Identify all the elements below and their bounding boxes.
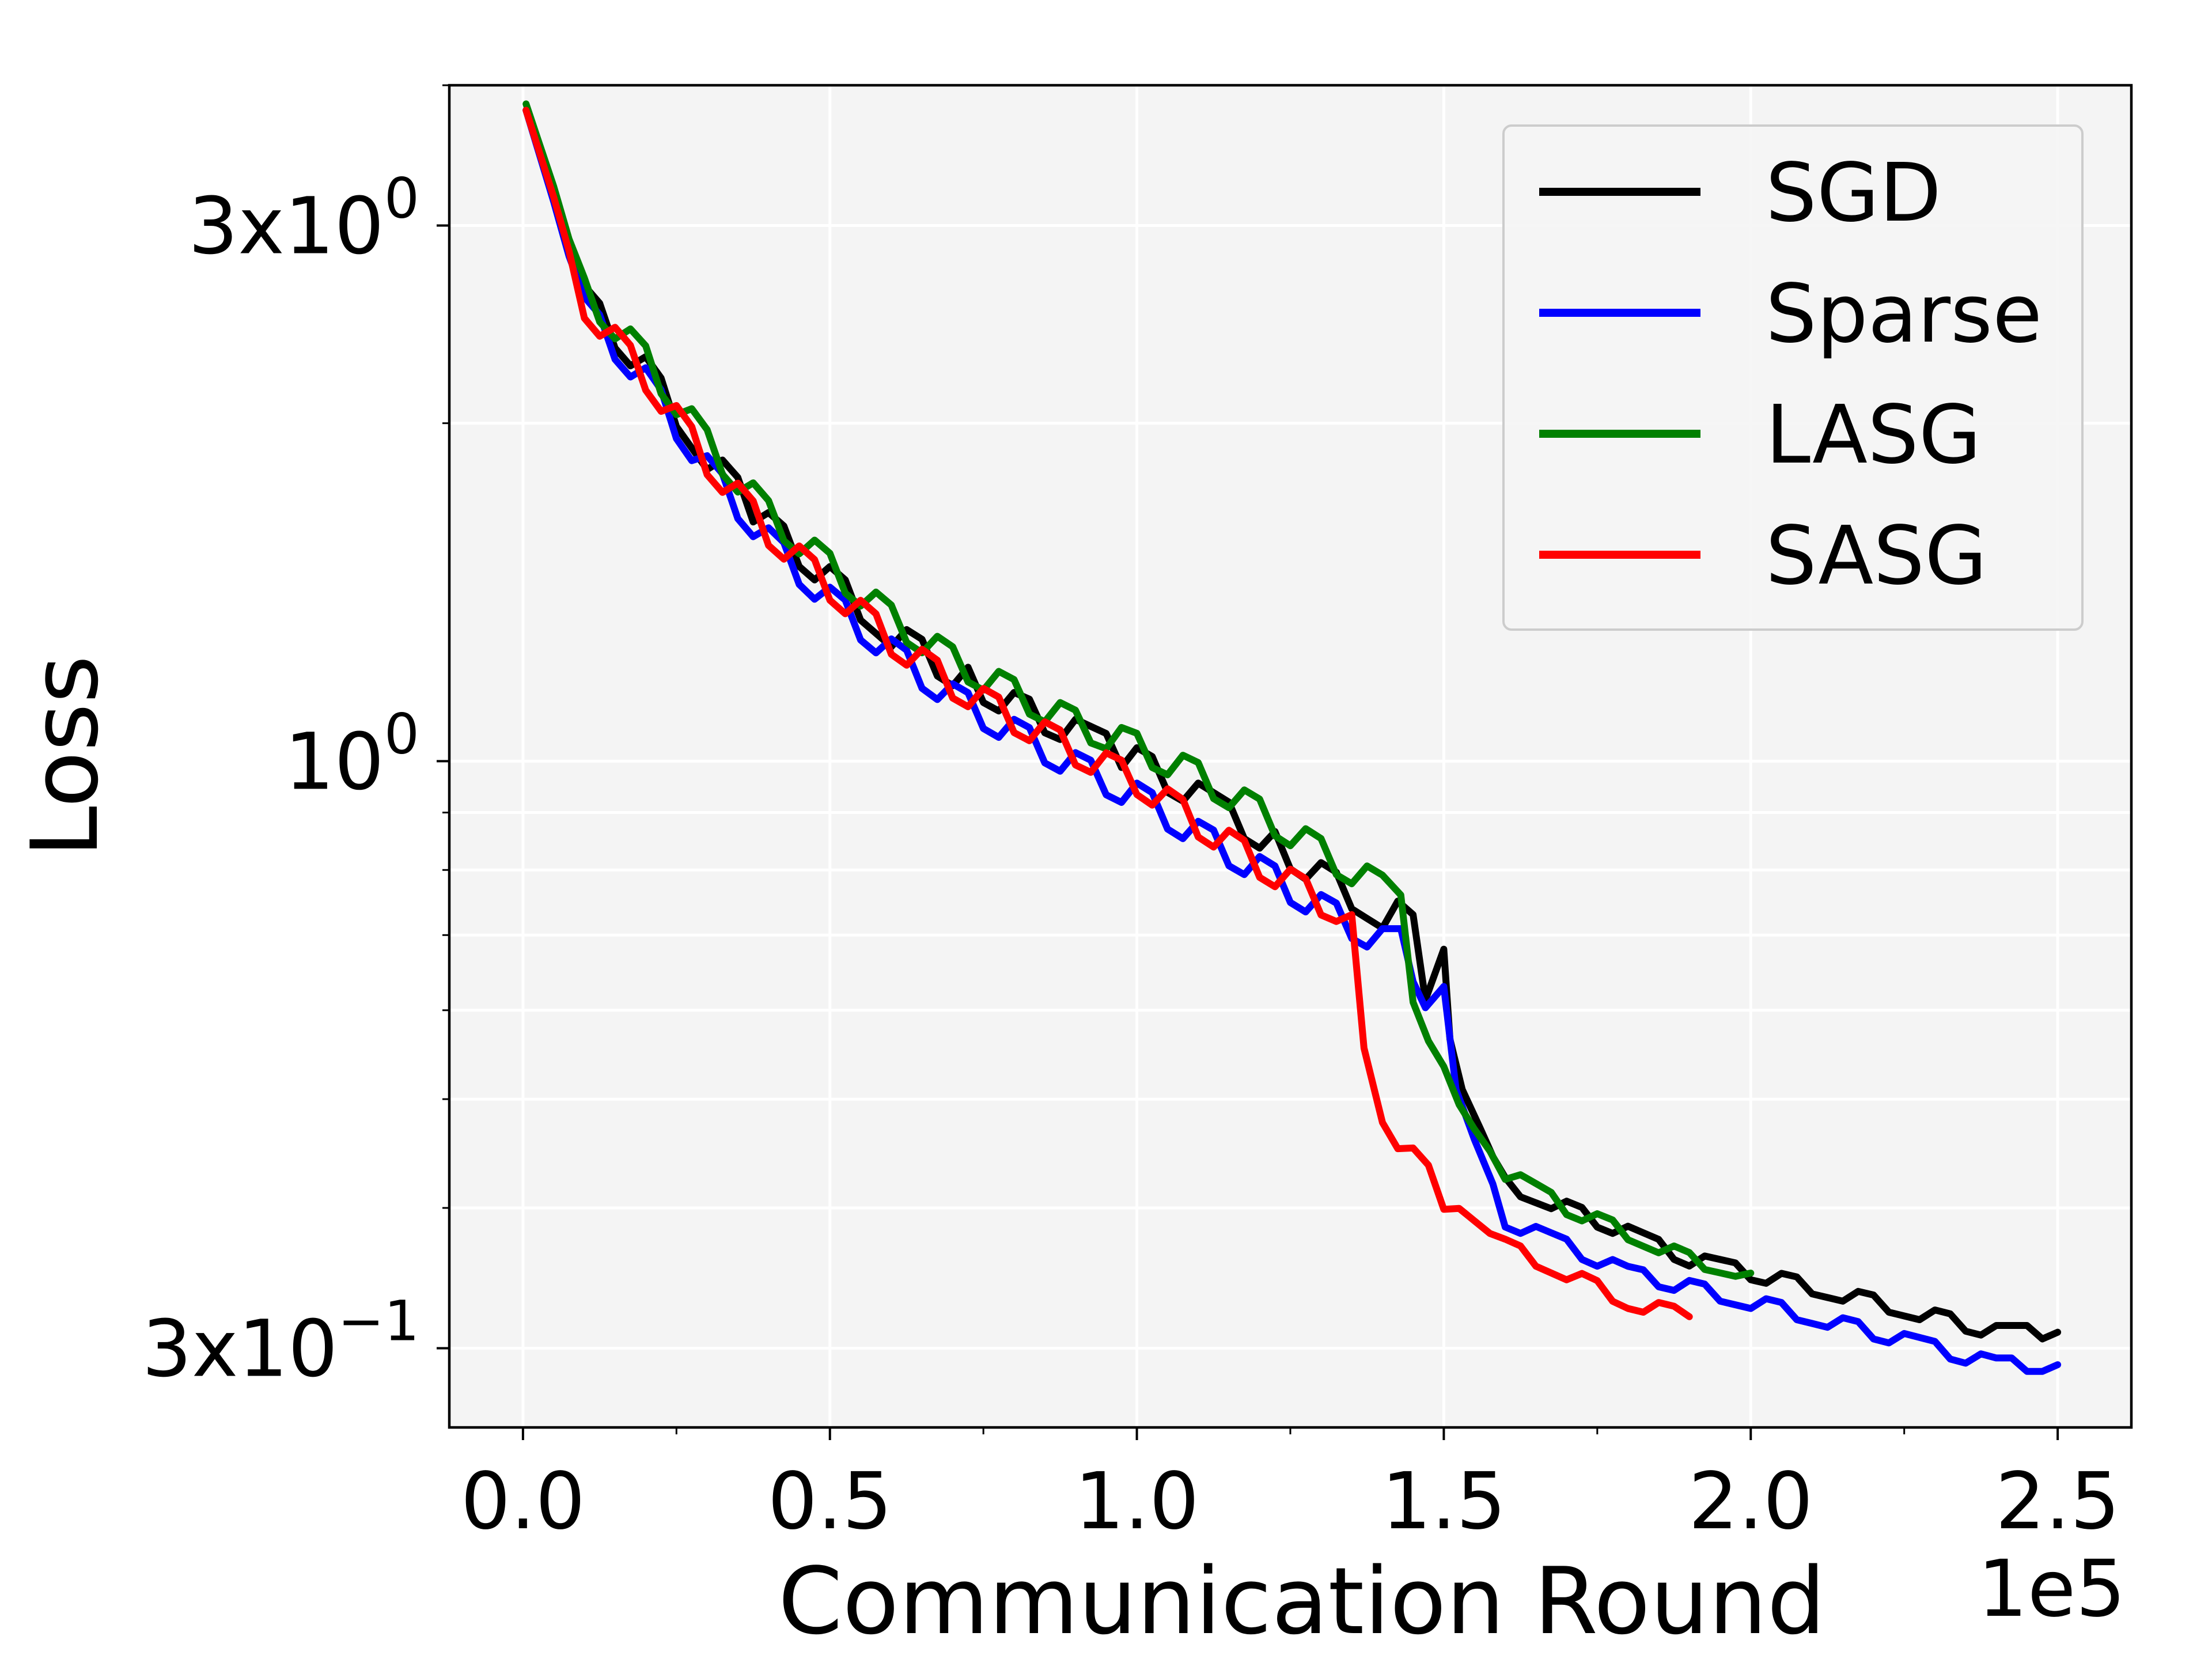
series-line-sparse bbox=[522, 107, 2062, 1375]
y-tick-exponent: 0 bbox=[384, 702, 419, 766]
series-lines bbox=[522, 100, 2062, 1375]
legend-label-sgd: SGD bbox=[1766, 146, 1941, 240]
x-tick-label: 1.5 bbox=[1381, 1456, 1506, 1547]
x-axis-scale-note: 1e5 bbox=[1978, 1544, 2126, 1635]
y-tick-exponent: −1 bbox=[338, 1289, 419, 1353]
y-axis-label: Loss bbox=[11, 656, 119, 858]
y-tick-exponent: 0 bbox=[384, 166, 419, 230]
y-tick-mantissa: 10 bbox=[285, 717, 384, 808]
y-tick-label: 3x10−1 bbox=[142, 1289, 419, 1395]
x-tick-label: 2.0 bbox=[1688, 1456, 1813, 1547]
legend-label-lasg: LASG bbox=[1766, 388, 1981, 482]
y-tick-mantissa: 3x10 bbox=[142, 1304, 338, 1395]
x-tick-label: 2.5 bbox=[1995, 1456, 2120, 1547]
x-axis-label: Communication Round bbox=[778, 1547, 1825, 1655]
x-tick-label: 1.0 bbox=[1074, 1456, 1199, 1547]
y-tick-label: 100 bbox=[285, 702, 419, 808]
x-tick-label: 0.0 bbox=[461, 1456, 585, 1547]
x-tick-label: 0.5 bbox=[768, 1456, 892, 1547]
series-line-lasg bbox=[522, 100, 1755, 1280]
legend-label-sparse: Sparse bbox=[1766, 267, 2042, 361]
legend-box bbox=[1502, 124, 2084, 631]
legend: SGD Sparse LASG SASG bbox=[1502, 124, 2084, 631]
legend-label-sasg: SASG bbox=[1766, 509, 1987, 603]
y-tick-label: 3x100 bbox=[188, 166, 419, 272]
series-line-sasg bbox=[522, 107, 1693, 1320]
y-tick-mantissa: 3x10 bbox=[188, 181, 384, 272]
